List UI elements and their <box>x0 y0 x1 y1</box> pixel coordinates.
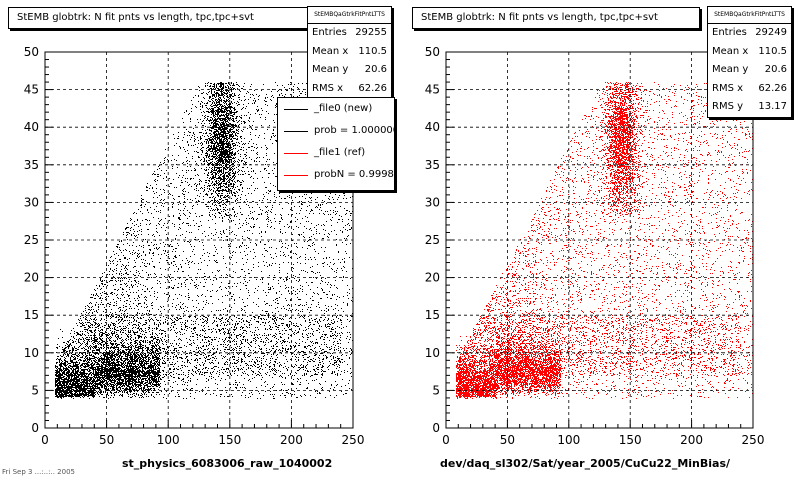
left-stats-row: RMS x 62.26 <box>312 82 387 94</box>
legend-line-black <box>284 131 308 132</box>
y-tick-label: 0 <box>432 421 440 435</box>
y-tick-label: 30 <box>24 195 39 209</box>
left-stats-box: StEMBQaGtrkFitPntLTTS Entries 29255 Mean … <box>307 6 392 99</box>
y-tick-label: 45 <box>24 83 39 97</box>
right-stats-row: Mean y 20.6 <box>712 64 787 75</box>
x-tick-label: 200 <box>680 433 703 447</box>
data-points <box>55 82 353 399</box>
scatter-plot-right: 0 50 100 150 200 250 0 5 10 15 20 25 30 35 40 45 50 <box>425 45 765 447</box>
x-tick-label: 250 <box>342 433 365 447</box>
right-x-axis-title: dev/daq_sl302/Sat/year_2005/CuCu22_MinBi… <box>440 457 731 470</box>
x-tick-label: 150 <box>218 433 241 447</box>
scatter-point <box>55 82 353 399</box>
right-chart-title-text: StEMB globtrk: N fit pnts vs length, tpc… <box>421 12 658 23</box>
x-tick-label: 100 <box>157 433 180 447</box>
y-tick-label: 40 <box>24 120 39 134</box>
left-legend: _file0 (new) prob = 1.000000 _file1 (ref… <box>277 97 395 191</box>
y-tick-label: 25 <box>24 233 39 247</box>
y-tick-label: 50 <box>24 45 39 59</box>
y-tick-label: 20 <box>24 271 39 285</box>
legend-entry: _file0 (new) <box>278 98 394 120</box>
x-tick-label: 150 <box>619 433 642 447</box>
right-stats-row: Entries 29249 <box>712 27 787 38</box>
legend-entry: probN = 0.99980 <box>278 164 394 186</box>
y-tick-label: 40 <box>425 120 440 134</box>
x-tick-label: 200 <box>280 433 303 447</box>
legend-line-red <box>284 175 308 176</box>
y-tick-label: 15 <box>24 308 39 322</box>
legend-line-black <box>284 109 308 110</box>
right-stats-row: Mean x 110.5 <box>712 45 787 57</box>
legend-entry: prob = 1.000000 <box>278 120 394 142</box>
x-tick-label: 100 <box>557 433 580 447</box>
right-stats-name: StEMBQaGtrkFitPntLTTS <box>708 7 791 24</box>
x-tick-label: 50 <box>500 433 515 447</box>
x-tick-label: 0 <box>41 433 49 447</box>
y-tick-label: 45 <box>425 83 440 97</box>
y-tick-label: 15 <box>425 308 440 322</box>
y-tick-label: 10 <box>24 346 39 360</box>
y-tick-label: 5 <box>31 383 39 397</box>
y-tick-label: 50 <box>425 45 440 59</box>
y-tick-label: 5 <box>432 383 440 397</box>
y-tick-label: 30 <box>425 195 440 209</box>
footer-timestamp: Fri Sep 3 ...:..:.. 2005 <box>2 468 75 476</box>
legend-line-red <box>284 153 308 154</box>
y-tick-label: 25 <box>425 233 440 247</box>
left-stats-row: Mean x 110.5 <box>312 45 387 57</box>
left-stats-row: Mean y 20.6 <box>312 64 387 75</box>
left-chart-title-text: StEMB globtrk: N fit pnts vs length, tpc… <box>17 12 254 23</box>
left-stats-name: StEMBQaGtrkFitPntLTTS <box>308 7 391 24</box>
right-stats-row: RMS y 13.17 <box>712 101 787 112</box>
y-tick-label: 0 <box>31 421 39 435</box>
right-stats-box: StEMBQaGtrkFitPntLTTS Entries 29249 Mean … <box>707 6 792 118</box>
right-chart-title: StEMB globtrk: N fit pnts vs length, tpc… <box>412 7 700 29</box>
y-tick-label: 20 <box>425 271 440 285</box>
right-stats-row: RMS x 62.26 <box>712 82 787 94</box>
x-tick-label: 0 <box>442 433 450 447</box>
left-chart-title: StEMB globtrk: N fit pnts vs length, tpc… <box>8 7 312 29</box>
y-tick-label: 10 <box>425 346 440 360</box>
x-tick-label: 50 <box>99 433 114 447</box>
left-x-axis-title: st_physics_6083006_raw_1040002 <box>122 457 333 470</box>
x-tick-label: 250 <box>742 433 765 447</box>
legend-entry: _file1 (ref) <box>278 142 394 164</box>
y-tick-label: 35 <box>425 158 440 172</box>
y-tick-label: 35 <box>24 158 39 172</box>
left-stats-row: Entries 29255 <box>312 27 387 38</box>
